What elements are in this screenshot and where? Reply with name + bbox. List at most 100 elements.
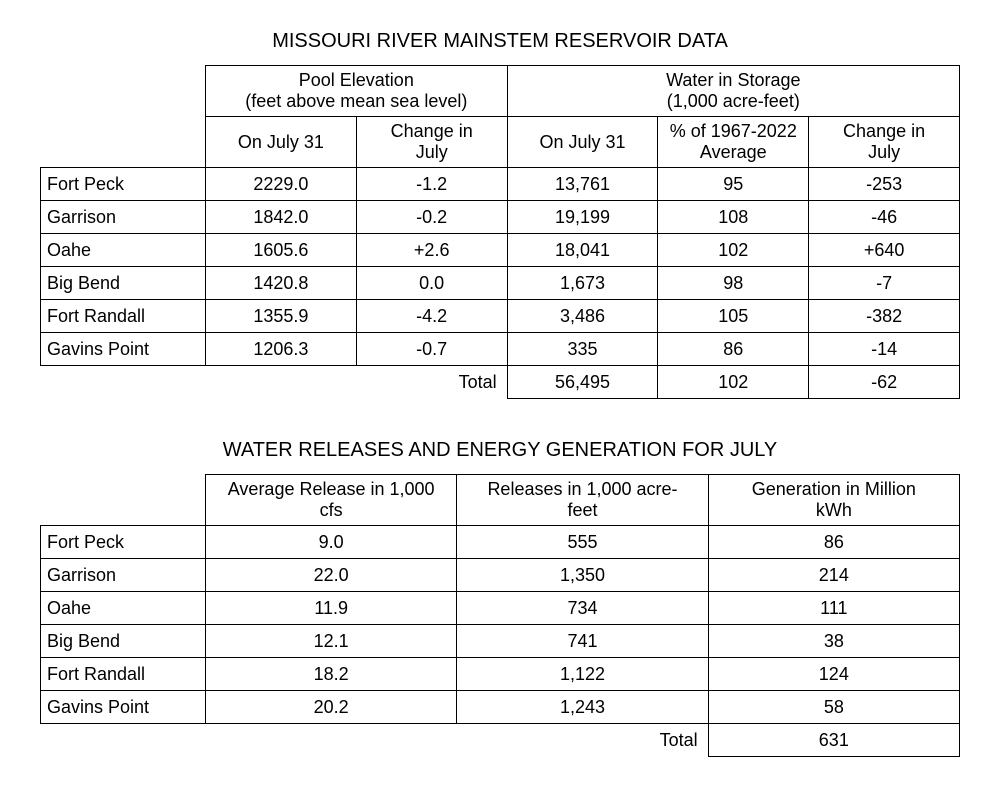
table-row: Oahe11.9734111 — [41, 592, 960, 625]
col-storage-change-l2: July — [868, 142, 900, 162]
row-name: Fort Peck — [41, 526, 206, 559]
reservoir-table: Pool Elevation (feet above mean sea leve… — [40, 65, 960, 399]
cell-storage-change: +640 — [809, 234, 960, 267]
col-releases: Releases in 1,000 acre- feet — [457, 475, 708, 526]
cell-pool-on: 1842.0 — [206, 201, 357, 234]
cell-storage-on: 13,761 — [507, 168, 658, 201]
empty-stub — [41, 66, 206, 117]
cell-generation: 58 — [708, 691, 959, 724]
row-name: Fort Randall — [41, 658, 206, 691]
section2-title: WATER RELEASES AND ENERGY GENERATION FOR… — [40, 439, 960, 462]
cell-pool-on: 1355.9 — [206, 300, 357, 333]
sub-header-row: On July 31 Change in July On July 31 % o… — [41, 117, 960, 168]
cell-storage-change: -14 — [809, 333, 960, 366]
table-row: Fort Randall1355.9-4.23,486105-382 — [41, 300, 960, 333]
col-storage-pct-l1: % of 1967-2022 — [670, 121, 797, 141]
cell-releases: 1,350 — [457, 559, 708, 592]
col-storage-on: On July 31 — [507, 117, 658, 168]
cell-generation: 38 — [708, 625, 959, 658]
col-avg-release-l1: Average Release in 1,000 — [228, 479, 435, 499]
table-row: Big Bend12.174138 — [41, 625, 960, 658]
cell-pool-on: 1206.3 — [206, 333, 357, 366]
table-row: Big Bend1420.80.01,67398-7 — [41, 267, 960, 300]
group-header-row: Pool Elevation (feet above mean sea leve… — [41, 66, 960, 117]
row-name: Garrison — [41, 559, 206, 592]
col-avg-release-l2: cfs — [320, 500, 343, 520]
col-pool-change-l2: July — [416, 142, 448, 162]
cell-pool-change: +2.6 — [356, 234, 507, 267]
cell-storage-change: -46 — [809, 201, 960, 234]
col-storage-change-l1: Change in — [843, 121, 925, 141]
cell-pool-on: 2229.0 — [206, 168, 357, 201]
table-row: Gavins Point1206.3-0.733586-14 — [41, 333, 960, 366]
cell-storage-on: 19,199 — [507, 201, 658, 234]
table-row: Garrison1842.0-0.219,199108-46 — [41, 201, 960, 234]
cell-generation: 214 — [708, 559, 959, 592]
col-pool-change: Change in July — [356, 117, 507, 168]
col-storage-change: Change in July — [809, 117, 960, 168]
table-row: Gavins Point20.21,24358 — [41, 691, 960, 724]
cell-releases: 734 — [457, 592, 708, 625]
total-storage-pct: 102 — [658, 366, 809, 399]
table-row: Garrison22.01,350214 — [41, 559, 960, 592]
table-row: Fort Peck9.055586 — [41, 526, 960, 559]
col-pool-on: On July 31 — [206, 117, 357, 168]
storage-group: Water in Storage (1,000 acre-feet) — [507, 66, 959, 117]
cell-pool-change: -0.7 — [356, 333, 507, 366]
cell-releases: 1,122 — [457, 658, 708, 691]
table-row: Oahe1605.6+2.618,041102+640 — [41, 234, 960, 267]
total-label: Total — [41, 366, 508, 399]
cell-pool-change: 0.0 — [356, 267, 507, 300]
cell-releases: 741 — [457, 625, 708, 658]
cell-storage-on: 18,041 — [507, 234, 658, 267]
cell-pool-change: -1.2 — [356, 168, 507, 201]
col-generation: Generation in Million kWh — [708, 475, 959, 526]
cell-storage-pct: 105 — [658, 300, 809, 333]
col-storage-pct: % of 1967-2022 Average — [658, 117, 809, 168]
cell-pool-on: 1420.8 — [206, 267, 357, 300]
cell-avg-release: 18.2 — [206, 658, 457, 691]
pool-group-line1: Pool Elevation — [299, 70, 414, 90]
col-pool-change-l1: Change in — [391, 121, 473, 141]
cell-storage-pct: 108 — [658, 201, 809, 234]
releases-table: Average Release in 1,000 cfs Releases in… — [40, 474, 960, 757]
cell-pool-on: 1605.6 — [206, 234, 357, 267]
cell-pool-change: -0.2 — [356, 201, 507, 234]
section1-title: MISSOURI RIVER MAINSTEM RESERVOIR DATA — [40, 30, 960, 53]
total-label: Total — [41, 724, 709, 757]
cell-avg-release: 9.0 — [206, 526, 457, 559]
cell-avg-release: 12.1 — [206, 625, 457, 658]
cell-avg-release: 11.9 — [206, 592, 457, 625]
cell-storage-pct: 86 — [658, 333, 809, 366]
row-name: Gavins Point — [41, 691, 206, 724]
col-generation-l1: Generation in Million — [752, 479, 916, 499]
cell-storage-change: -7 — [809, 267, 960, 300]
row-name: Garrison — [41, 201, 206, 234]
cell-generation: 111 — [708, 592, 959, 625]
total-generation: 631 — [708, 724, 959, 757]
col-storage-pct-l2: Average — [700, 142, 767, 162]
cell-storage-change: -253 — [809, 168, 960, 201]
col-avg-release: Average Release in 1,000 cfs — [206, 475, 457, 526]
cell-storage-on: 1,673 — [507, 267, 658, 300]
total-storage-on: 56,495 — [507, 366, 658, 399]
table-row: Fort Randall18.21,122124 — [41, 658, 960, 691]
cell-avg-release: 22.0 — [206, 559, 457, 592]
row-name: Fort Randall — [41, 300, 206, 333]
cell-storage-on: 335 — [507, 333, 658, 366]
cell-releases: 1,243 — [457, 691, 708, 724]
col-releases-l1: Releases in 1,000 acre- — [487, 479, 677, 499]
col-generation-l2: kWh — [816, 500, 852, 520]
row-name: Gavins Point — [41, 333, 206, 366]
total-storage-change: -62 — [809, 366, 960, 399]
header-row: Average Release in 1,000 cfs Releases in… — [41, 475, 960, 526]
empty-stub — [41, 475, 206, 526]
row-name: Big Bend — [41, 267, 206, 300]
cell-storage-pct: 98 — [658, 267, 809, 300]
row-name: Big Bend — [41, 625, 206, 658]
pool-group-line2: (feet above mean sea level) — [245, 91, 467, 111]
row-name: Oahe — [41, 234, 206, 267]
cell-releases: 555 — [457, 526, 708, 559]
row-name: Fort Peck — [41, 168, 206, 201]
cell-pool-change: -4.2 — [356, 300, 507, 333]
